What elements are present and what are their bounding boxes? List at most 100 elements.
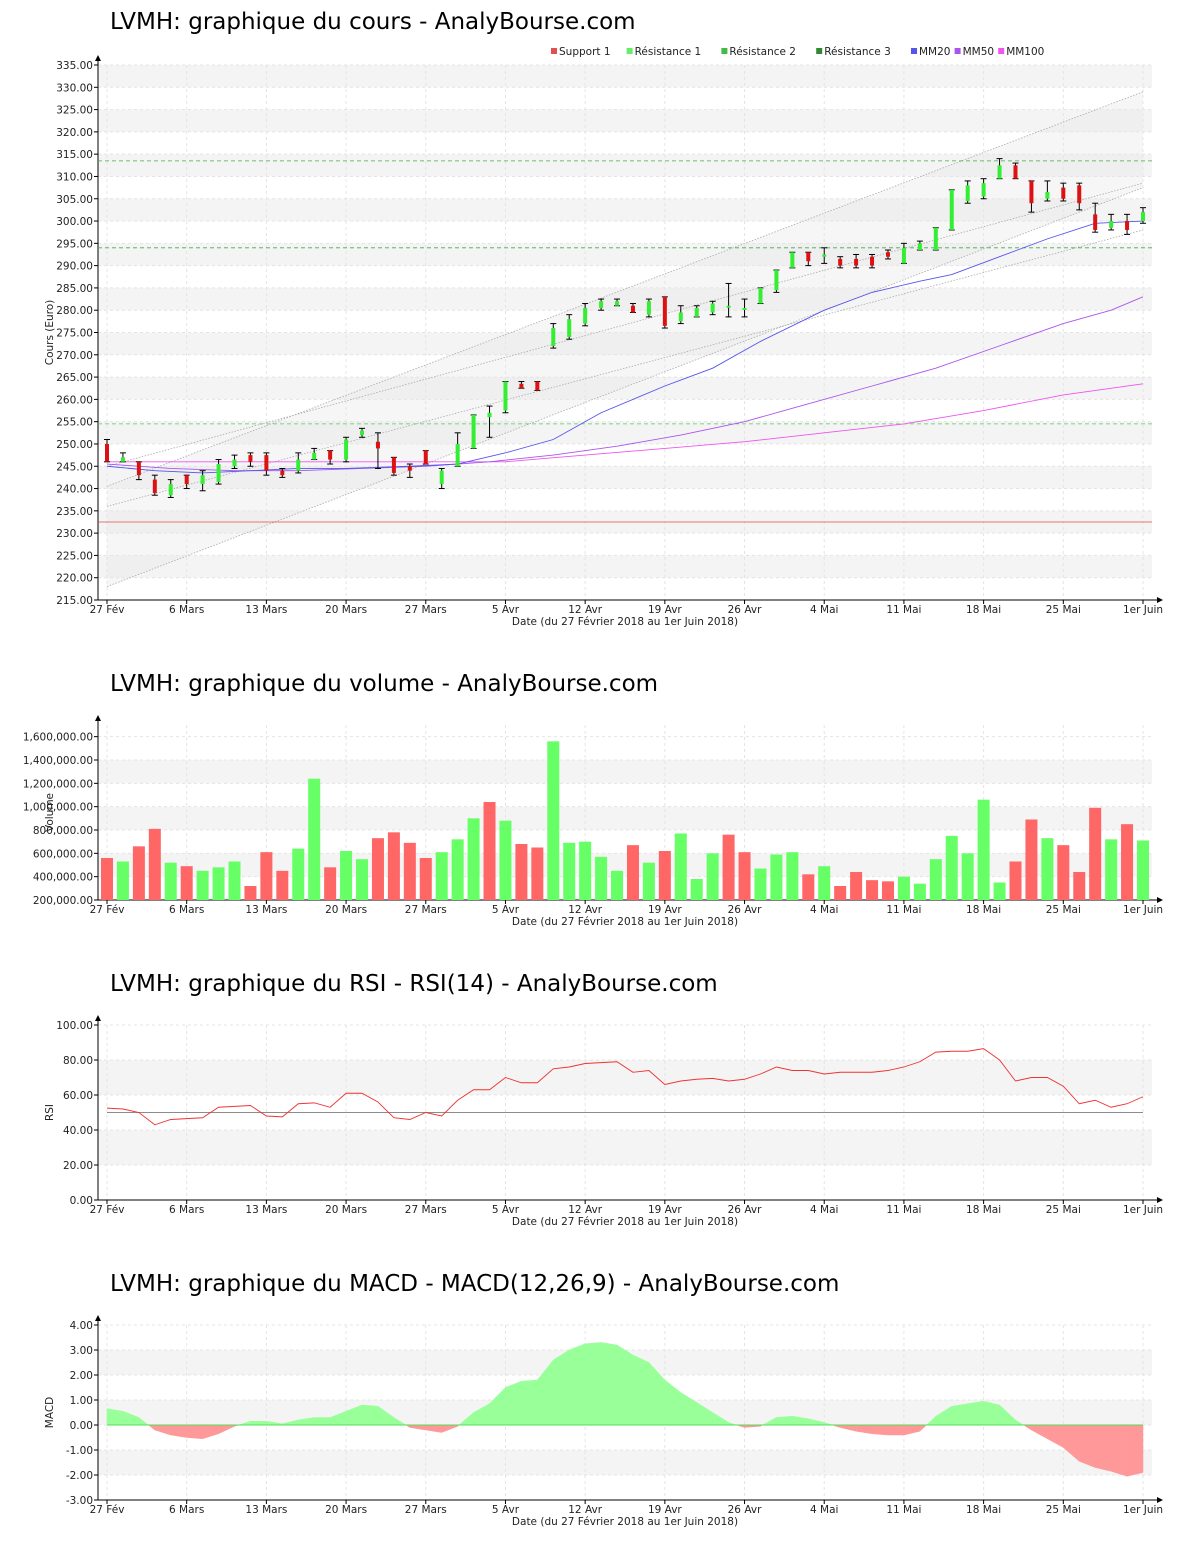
volume-bar <box>834 886 847 900</box>
macd-area <box>632 1354 650 1426</box>
volume-bar <box>595 856 608 900</box>
x-tick-label: 4 Mai <box>810 1504 838 1516</box>
macd-area <box>553 1349 570 1426</box>
macd-area <box>1079 1424 1096 1468</box>
x-tick-label: 1er Juin <box>1123 1204 1163 1216</box>
x-tick-label: 19 Avr <box>648 1504 682 1516</box>
macd-area <box>250 1421 267 1426</box>
volume-bar <box>961 853 974 900</box>
candle-body <box>678 312 683 322</box>
candle-body <box>296 459 301 471</box>
candle-body <box>168 484 173 496</box>
volume-bar <box>690 879 703 900</box>
macd-area <box>409 1424 427 1431</box>
candle-body <box>567 319 572 337</box>
y-tick-label: 215.00 <box>56 595 93 607</box>
candle-body <box>583 307 588 324</box>
mm20-line <box>106 220 1144 474</box>
mm100-line <box>107 383 1144 463</box>
candle-body <box>503 381 508 411</box>
background-band <box>98 1060 1152 1095</box>
x-tick-label: 13 Mars <box>245 604 287 616</box>
y-axis-title: Cours (Euro) <box>44 300 56 366</box>
candle-body <box>1109 221 1114 228</box>
candle-body <box>710 303 715 313</box>
volume-bar <box>308 778 321 900</box>
candle-body <box>248 455 253 462</box>
volume-bar <box>483 802 496 900</box>
legend-swatch <box>816 48 823 54</box>
macd-area <box>776 1415 793 1426</box>
volume-bar <box>1089 807 1102 900</box>
candle-body <box>391 457 396 473</box>
legend-item: MM100 <box>998 46 1044 58</box>
volume-chart-title: LVMH: graphique du volume - AnalyBourse.… <box>110 671 659 697</box>
x-tick-label: 6 Mars <box>169 1204 204 1216</box>
macd-area <box>1047 1424 1064 1448</box>
x-tick-label: 5 Avr <box>492 904 520 916</box>
x-axis-arrow <box>1157 597 1163 603</box>
x-tick-label: 12 Avr <box>568 1504 602 1516</box>
y-tick-label: 240.00 <box>56 484 93 496</box>
volume-bar <box>180 866 193 900</box>
y-tick-label: 4.00 <box>70 1320 93 1332</box>
y-tick-label: 1,600,000.00 <box>23 732 93 744</box>
x-axis-title: Date (du 27 Février 2018 au 1er Juin 201… <box>512 1216 738 1228</box>
x-tick-label: 18 Mai <box>966 1204 1001 1216</box>
x-tick-label: 25 Mai <box>1046 1204 1081 1216</box>
background-band <box>98 65 1152 88</box>
macd-area <box>1031 1424 1048 1440</box>
x-tick-label: 20 Mars <box>325 1504 367 1516</box>
background-band <box>98 377 1152 400</box>
y-tick-label: 260.00 <box>56 394 93 406</box>
candle-body <box>232 459 237 467</box>
candle-body <box>949 189 954 230</box>
background-band <box>98 853 1152 877</box>
rsi-panel: LVMH: graphique du RSI - RSI(14) - Analy… <box>0 960 1200 1240</box>
x-tick-label: 11 Mai <box>886 1504 921 1516</box>
candle-body <box>200 475 205 485</box>
legend-item: Résistance 3 <box>816 46 891 58</box>
x-tick-label: 5 Avr <box>492 1504 520 1516</box>
legend-swatch <box>626 48 633 54</box>
candle-body <box>120 457 125 462</box>
candle-body <box>216 464 221 482</box>
y-tick-label: 320.00 <box>56 127 93 139</box>
volume-bar <box>642 862 655 900</box>
legend-swatch <box>551 48 557 54</box>
x-axis-arrow <box>1157 1497 1163 1503</box>
candle-body <box>615 301 620 306</box>
volume-bar <box>658 851 671 900</box>
candle-body <box>599 301 604 308</box>
volume-bar <box>626 845 639 900</box>
x-tick-label: 19 Avr <box>648 904 682 916</box>
volume-bar <box>371 838 384 900</box>
trend-channel-line <box>106 182 1144 467</box>
volume-bar <box>929 859 942 900</box>
x-tick-label: 26 Avr <box>728 1504 762 1516</box>
legend-swatch <box>998 48 1005 54</box>
macd-area <box>147 1424 156 1431</box>
candle-body <box>1125 221 1130 230</box>
x-tick-label: 27 Fév <box>90 1204 125 1216</box>
macd-area <box>425 1424 442 1433</box>
x-tick-label: 27 Fév <box>90 604 125 616</box>
y-tick-label: 265.00 <box>56 372 93 384</box>
y-tick-label: 0.00 <box>70 1195 93 1207</box>
x-tick-label: 6 Mars <box>169 604 204 616</box>
macd-area <box>951 1403 968 1426</box>
candle-body <box>854 258 859 266</box>
candle-body <box>375 441 380 449</box>
volume-bar <box>212 867 225 900</box>
candle-body <box>965 185 970 201</box>
x-tick-label: 11 Mai <box>886 1204 921 1216</box>
y-tick-label: 100.00 <box>56 1020 93 1032</box>
x-tick-label: 13 Mars <box>245 904 287 916</box>
macd-area <box>1022 1424 1032 1431</box>
x-tick-label: 27 Mars <box>405 1204 447 1216</box>
macd-area <box>1094 1424 1112 1472</box>
y-tick-label: 315.00 <box>56 149 93 161</box>
candle-body <box>280 470 285 476</box>
macd-area <box>170 1424 187 1438</box>
y-tick-label: 200,000.00 <box>33 895 93 907</box>
